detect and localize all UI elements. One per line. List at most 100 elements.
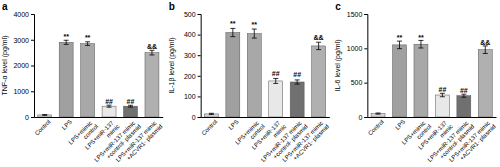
x-tick-label: LPS+miR-137 mimic +ACVR1- plasmid bbox=[448, 119, 497, 167]
y-tick: 4000 bbox=[13, 11, 34, 18]
bar bbox=[414, 44, 428, 117]
x-tick-label-line: +ACVR1- plasmid bbox=[459, 123, 497, 161]
bar bbox=[478, 50, 492, 117]
annotation: && bbox=[314, 34, 324, 41]
bar bbox=[204, 114, 218, 117]
annotation: ** bbox=[397, 34, 403, 41]
x-tick: LPS+miR-137 mimic +ACVR1- plasmid bbox=[115, 119, 164, 167]
y-tick-mark bbox=[364, 83, 367, 84]
y-tick-mark bbox=[198, 55, 201, 56]
x-tick-label-line: Control bbox=[34, 119, 52, 137]
x-tick-label-line: LPS bbox=[227, 119, 239, 131]
y-tick: 2000 bbox=[13, 62, 34, 69]
x-tick: LPS+miR-137 mimic +ACVR1- plasmid bbox=[448, 119, 497, 167]
x-tick-label-line: +ACVR1- plasmid bbox=[292, 123, 330, 161]
bar bbox=[145, 53, 159, 117]
bar bbox=[269, 81, 283, 117]
error-bar bbox=[149, 50, 154, 55]
error-bar bbox=[316, 42, 321, 49]
y-tick-mark bbox=[31, 91, 34, 92]
x-tick: LPS bbox=[394, 119, 406, 131]
x-tick: LPS bbox=[61, 119, 73, 131]
y-axis-title: TNF-α level (pg/ml) bbox=[1, 35, 9, 95]
x-tick-label: LPS bbox=[61, 119, 73, 131]
y-axis-title: IL-1β level (pg/ml) bbox=[168, 37, 176, 93]
y-tick-mark bbox=[198, 35, 201, 36]
y-tick-label: 300 bbox=[184, 52, 196, 59]
annotation: ## bbox=[293, 71, 301, 78]
x-tick: LPS+mimic control bbox=[401, 119, 433, 151]
x-tick: LPS+mimic control bbox=[67, 119, 99, 151]
y-tick: 1000 bbox=[13, 88, 34, 95]
y-axis-line bbox=[364, 15, 368, 118]
y-tick: 500 bbox=[184, 11, 201, 18]
annotation: ** bbox=[85, 34, 91, 41]
panel-label: b bbox=[169, 1, 175, 12]
y-tick-label: 0 bbox=[25, 114, 29, 121]
annotation: ## bbox=[127, 98, 135, 105]
bar bbox=[226, 33, 240, 117]
annotations: ****####&& bbox=[397, 34, 491, 94]
x-tick-label: Control bbox=[367, 119, 385, 137]
x-tick-label: LPS+mimic control bbox=[234, 119, 266, 151]
y-axis-line bbox=[198, 15, 202, 118]
y-tick-mark bbox=[364, 48, 367, 49]
y-tick-label: 3000 bbox=[13, 36, 29, 43]
y-tick-label: 500 bbox=[184, 11, 196, 18]
x-tick: Control bbox=[200, 119, 218, 137]
y-tick: 0 bbox=[192, 114, 201, 121]
bar bbox=[81, 44, 95, 117]
error-bar bbox=[64, 40, 69, 44]
error-bar bbox=[440, 93, 445, 96]
y-tick: 100 bbox=[184, 93, 201, 100]
x-axis: Control LPSLPS+mimic control LPS+miR-137 m… bbox=[367, 118, 497, 167]
error-bar bbox=[85, 42, 90, 46]
chart-container: 01000200030004000ControlLPSLPS+mimic con… bbox=[0, 0, 500, 167]
y-axis-title: IL-6 level (pg/ml) bbox=[334, 39, 342, 91]
x-axis-line bbox=[201, 117, 330, 118]
y-axis: 0 100 200 300 400 500 bbox=[184, 11, 201, 121]
x-tick-label: LPS+miR-137 mimic +ACVR1- plasmid bbox=[115, 119, 164, 167]
bar bbox=[102, 106, 116, 117]
x-tick-label: LPS+mimic control bbox=[67, 119, 99, 151]
plot-area bbox=[204, 28, 325, 117]
annotation: ** bbox=[418, 34, 424, 41]
x-tick-label: LPS+miR-137 mimic +ACVR1- plasmid bbox=[281, 119, 330, 167]
y-tick: 1000 bbox=[347, 45, 368, 52]
y-tick-label: 200 bbox=[184, 73, 196, 80]
x-tick-label: LPS bbox=[227, 119, 239, 131]
y-tick: 0 bbox=[25, 114, 34, 121]
error-bar bbox=[273, 78, 278, 83]
x-tick-label-line: LPS bbox=[61, 119, 73, 131]
x-tick: LPS bbox=[227, 119, 239, 131]
x-tick-label: LPS bbox=[394, 119, 406, 131]
y-tick-mark bbox=[198, 117, 201, 118]
y-tick-label: 4000 bbox=[13, 11, 29, 18]
y-tick-label: 1000 bbox=[347, 45, 363, 52]
x-tick-label-line: LPS+miR-137 mimic bbox=[448, 119, 492, 163]
y-tick-mark bbox=[364, 14, 367, 15]
y-tick-label: 1500 bbox=[347, 11, 363, 18]
annotation: ** bbox=[63, 33, 69, 40]
y-tick: 0 bbox=[358, 114, 367, 121]
x-tick-label-line: +ACVR1- plasmid bbox=[125, 123, 163, 161]
x-tick-label-line: LPS+miR-137 mimic bbox=[281, 119, 325, 163]
error-bar bbox=[107, 105, 112, 107]
annotation: ## bbox=[460, 87, 468, 94]
y-tick-mark bbox=[31, 66, 34, 67]
y-tick-label: 400 bbox=[184, 31, 196, 38]
error-bar bbox=[252, 29, 257, 38]
panel: 0 1000 2000 3000 4000 Control LPSLPS+mimic con… bbox=[1, 1, 164, 167]
error-bar bbox=[209, 113, 214, 114]
bar bbox=[247, 34, 261, 117]
error-bar bbox=[483, 46, 488, 54]
error-bar bbox=[230, 28, 235, 36]
y-tick-mark bbox=[31, 14, 34, 15]
x-tick-label-line: Control bbox=[200, 119, 218, 137]
error-bar bbox=[376, 113, 381, 114]
x-tick: Control bbox=[367, 119, 385, 137]
y-tick-label: 0 bbox=[358, 114, 362, 121]
bar bbox=[124, 106, 138, 117]
y-axis: 0 1000 2000 3000 4000 bbox=[13, 11, 34, 121]
bar bbox=[457, 96, 471, 117]
